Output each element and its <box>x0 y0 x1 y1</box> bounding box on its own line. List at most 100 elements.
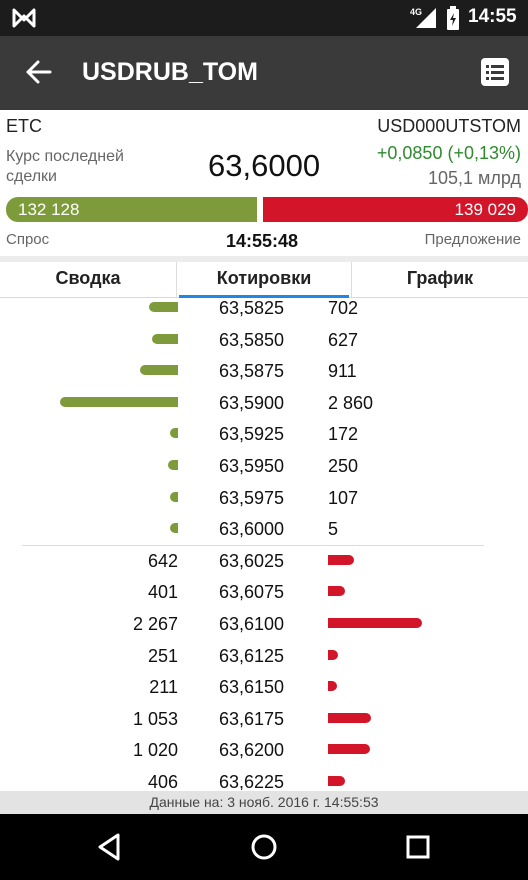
ask-row[interactable]: 1 053 63,6175 <box>0 709 528 741</box>
bid-price: 63,5875 <box>219 361 285 382</box>
bid-price: 63,5850 <box>219 329 285 350</box>
bid-volume: 107 <box>328 487 359 508</box>
moex-logo-icon <box>12 8 36 28</box>
ask-price: 63,6075 <box>219 582 285 603</box>
ask-volume: 1 053 <box>132 708 178 729</box>
ask-volume-bar <box>328 776 345 786</box>
bid-volume: 2 860 <box>328 392 374 413</box>
network-label: 4G <box>410 7 422 17</box>
bid-price: 63,5825 <box>219 298 285 318</box>
order-list-icon[interactable] <box>480 56 510 88</box>
tab-chart[interactable]: График <box>352 262 528 298</box>
system-nav-bar <box>0 814 528 880</box>
bid-volume: 702 <box>328 298 359 318</box>
status-time: 14:55 <box>468 6 517 27</box>
ask-volume: 211 <box>149 677 178 698</box>
bid-volume-bar <box>170 523 178 534</box>
ask-price: 63,6225 <box>219 772 285 790</box>
active-tab-indicator <box>179 295 349 298</box>
bid-row[interactable]: 63,5825 702 <box>0 298 528 330</box>
bid-volume-bar <box>170 428 178 439</box>
ask-volume-bar <box>328 712 372 723</box>
bid-row[interactable]: 63,5975 107 <box>0 488 528 520</box>
nav-recents-icon[interactable] <box>402 831 434 863</box>
ask-volume: 2 267 <box>132 614 178 634</box>
signal-4g-icon: 4G <box>410 7 436 28</box>
bid-volume: 250 <box>328 456 359 476</box>
bid-price: 63,6000 <box>219 519 285 540</box>
ask-volume-bar <box>328 554 355 565</box>
bid-volume-bar <box>170 491 178 502</box>
bid-total-bar: 132 128 <box>6 197 257 222</box>
order-book: 63,5825 702 63,5850 627 63,5875 911 63,5900 2 8… <box>0 298 528 790</box>
ask-volume: 1 020 <box>132 740 178 761</box>
ask-volume: 642 <box>147 550 178 571</box>
tab-summary[interactable]: Сводка <box>0 262 176 298</box>
trade-volume: 105,1 млрд <box>427 168 521 188</box>
bid-row[interactable]: 63,6000 5 <box>0 519 528 551</box>
bid-volume: 5 <box>328 519 339 540</box>
nav-back-icon[interactable] <box>94 831 126 863</box>
ask-volume-bar <box>328 649 339 660</box>
bid-price: 63,5925 <box>219 424 285 445</box>
ask-total-bar: 139 029 <box>263 197 528 222</box>
price-change: +0,0850 (+0,13%) <box>376 143 521 163</box>
tab-quotes[interactable]: Котировки <box>176 262 352 298</box>
bid-row[interactable]: 63,5950 250 <box>0 456 528 488</box>
bid-volume: 172 <box>328 424 359 445</box>
last-price: 63,6000 <box>208 148 321 183</box>
bid-price: 63,5950 <box>219 456 285 476</box>
bid-price: 63,5975 <box>219 487 285 508</box>
status-bar: 4G 14:55 <box>0 0 528 36</box>
spread-divider <box>22 545 484 546</box>
ask-row[interactable]: 642 63,6025 <box>0 551 528 583</box>
bid-volume-bar <box>140 365 178 376</box>
ask-price: 63,6025 <box>219 550 285 571</box>
bid-volume-bar <box>167 460 178 470</box>
ask-volume-bar <box>328 744 371 755</box>
ask-price: 63,6200 <box>219 740 285 761</box>
ask-row[interactable]: 1 020 63,6200 <box>0 740 528 772</box>
data-timestamp: Данные на: 3 нояб. 2016 г. 14:55:53 <box>0 791 528 814</box>
ask-volume: 251 <box>147 645 178 666</box>
ask-row[interactable]: 406 63,6225 <box>0 772 528 790</box>
ask-volume: 406 <box>147 772 178 790</box>
ask-label: Предложение <box>424 231 521 248</box>
bid-volume: 911 <box>328 361 357 382</box>
ask-price: 63,6100 <box>219 614 285 634</box>
tab-summary-label: Сводка <box>55 268 121 288</box>
ask-volume: 401 <box>147 582 178 603</box>
bid-volume-bar <box>149 302 178 312</box>
back-arrow-icon[interactable] <box>24 58 52 86</box>
bid-row[interactable]: 63,5875 911 <box>0 361 528 393</box>
ask-row[interactable]: 211 63,6150 <box>0 677 528 709</box>
bid-volume: 627 <box>328 329 359 350</box>
ask-volume-bar <box>328 681 337 692</box>
bid-volume-bar <box>60 396 178 407</box>
update-time: 14:55:48 <box>226 231 299 251</box>
bid-label: Спрос <box>6 231 50 248</box>
instrument-summary: ETC USD000UTSTOM Курс последней сделки 6… <box>0 110 528 260</box>
ask-price: 63,6150 <box>219 677 285 698</box>
app-bar: USDRUB_TOM <box>0 36 528 110</box>
ask-row[interactable]: 251 63,6125 <box>0 646 528 678</box>
ask-volume-bar <box>328 618 422 628</box>
section-separator <box>0 256 528 262</box>
bid-price: 63,5900 <box>219 392 285 413</box>
bid-volume-bar <box>152 333 178 344</box>
ask-row[interactable]: 401 63,6075 <box>0 582 528 614</box>
ask-row[interactable]: 2 267 63,6100 <box>0 614 528 646</box>
bid-row[interactable]: 63,5850 627 <box>0 330 528 362</box>
ask-volume-bar <box>328 586 345 597</box>
last-trade-label: Курс последней сделки <box>6 148 124 185</box>
page-title: USDRUB_TOM <box>82 58 258 86</box>
bid-row[interactable]: 63,5900 2 860 <box>0 393 528 425</box>
battery-icon <box>447 6 459 30</box>
nav-home-icon[interactable] <box>248 831 280 863</box>
bid-row[interactable]: 63,5925 172 <box>0 424 528 456</box>
ask-price: 63,6175 <box>219 708 285 729</box>
tab-bar: Сводка Котировки График <box>0 262 528 298</box>
ask-price: 63,6125 <box>219 645 285 666</box>
security-code: USD000UTSTOM <box>377 116 521 136</box>
